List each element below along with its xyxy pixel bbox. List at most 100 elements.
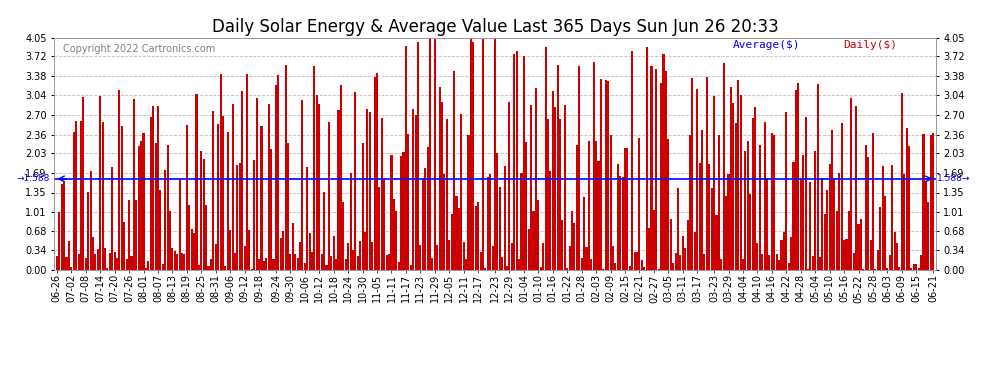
Bar — [639, 138, 641, 270]
Bar — [248, 230, 250, 270]
Bar — [359, 242, 361, 270]
Bar — [780, 240, 782, 270]
Bar — [75, 121, 77, 270]
Bar — [530, 105, 533, 270]
Bar — [289, 254, 291, 270]
Bar — [496, 153, 498, 270]
Bar — [933, 133, 935, 270]
Bar — [886, 268, 888, 270]
Bar — [487, 177, 489, 270]
Bar — [94, 254, 96, 270]
Bar — [862, 268, 864, 270]
Bar — [457, 208, 460, 270]
Bar — [208, 266, 210, 270]
Bar — [395, 211, 397, 270]
Bar — [318, 104, 321, 270]
Bar — [326, 265, 328, 270]
Bar — [412, 109, 414, 270]
Bar — [850, 98, 852, 270]
Bar — [311, 252, 313, 270]
Bar — [475, 206, 477, 270]
Bar — [82, 97, 84, 270]
Bar — [896, 243, 898, 270]
Bar — [400, 156, 402, 270]
Bar — [225, 267, 227, 270]
Bar — [138, 146, 140, 270]
Bar — [518, 259, 520, 270]
Bar — [733, 103, 735, 270]
Bar — [479, 252, 481, 270]
Bar — [181, 252, 183, 270]
Bar — [164, 170, 166, 270]
Bar — [351, 250, 354, 270]
Bar — [145, 268, 147, 270]
Bar — [622, 177, 624, 270]
Bar — [119, 90, 121, 270]
Bar — [725, 196, 727, 270]
Bar — [916, 264, 918, 270]
Bar — [528, 229, 530, 270]
Bar — [178, 179, 180, 270]
Bar — [701, 130, 703, 270]
Bar — [918, 268, 920, 270]
Bar — [641, 261, 643, 270]
Bar — [877, 250, 879, 270]
Bar — [578, 66, 580, 270]
Bar — [297, 258, 299, 270]
Bar — [331, 256, 333, 270]
Bar — [740, 95, 742, 270]
Bar — [492, 246, 494, 270]
Bar — [58, 212, 60, 270]
Bar — [176, 254, 178, 270]
Bar — [388, 254, 390, 270]
Bar — [533, 211, 535, 270]
Bar — [126, 259, 128, 270]
Bar — [143, 133, 145, 270]
Bar — [751, 118, 753, 270]
Bar — [802, 156, 804, 270]
Bar — [188, 205, 190, 270]
Bar — [472, 42, 474, 270]
Bar — [516, 51, 518, 270]
Bar — [593, 62, 595, 270]
Text: →1.588: →1.588 — [17, 174, 50, 183]
Bar — [123, 222, 126, 270]
Bar — [819, 257, 821, 270]
Bar — [841, 123, 842, 270]
Bar — [632, 51, 634, 270]
Bar — [166, 145, 168, 270]
Bar — [855, 106, 857, 270]
Bar — [369, 112, 371, 270]
Bar — [280, 238, 282, 270]
Bar — [410, 265, 412, 270]
Bar — [55, 256, 57, 270]
Bar — [203, 159, 205, 270]
Bar — [356, 256, 358, 270]
Bar — [913, 264, 915, 270]
Bar — [754, 107, 756, 270]
Text: Average($): Average($) — [733, 40, 800, 50]
Bar — [174, 251, 176, 270]
Bar — [783, 232, 785, 270]
Bar — [237, 165, 239, 270]
Bar — [444, 174, 446, 270]
Bar — [506, 266, 508, 270]
Bar — [89, 171, 92, 270]
Bar — [509, 102, 511, 270]
Bar — [383, 178, 385, 270]
Bar — [723, 63, 725, 270]
Bar — [455, 196, 457, 270]
Bar — [894, 232, 896, 270]
Bar — [306, 167, 308, 270]
Bar — [97, 249, 99, 270]
Bar — [563, 105, 566, 270]
Bar — [687, 220, 689, 270]
Bar — [378, 187, 380, 270]
Bar — [446, 118, 447, 270]
Bar — [864, 146, 867, 270]
Bar — [735, 123, 737, 270]
Bar — [102, 123, 104, 270]
Bar — [161, 264, 163, 270]
Bar — [267, 104, 269, 270]
Bar — [489, 174, 491, 270]
